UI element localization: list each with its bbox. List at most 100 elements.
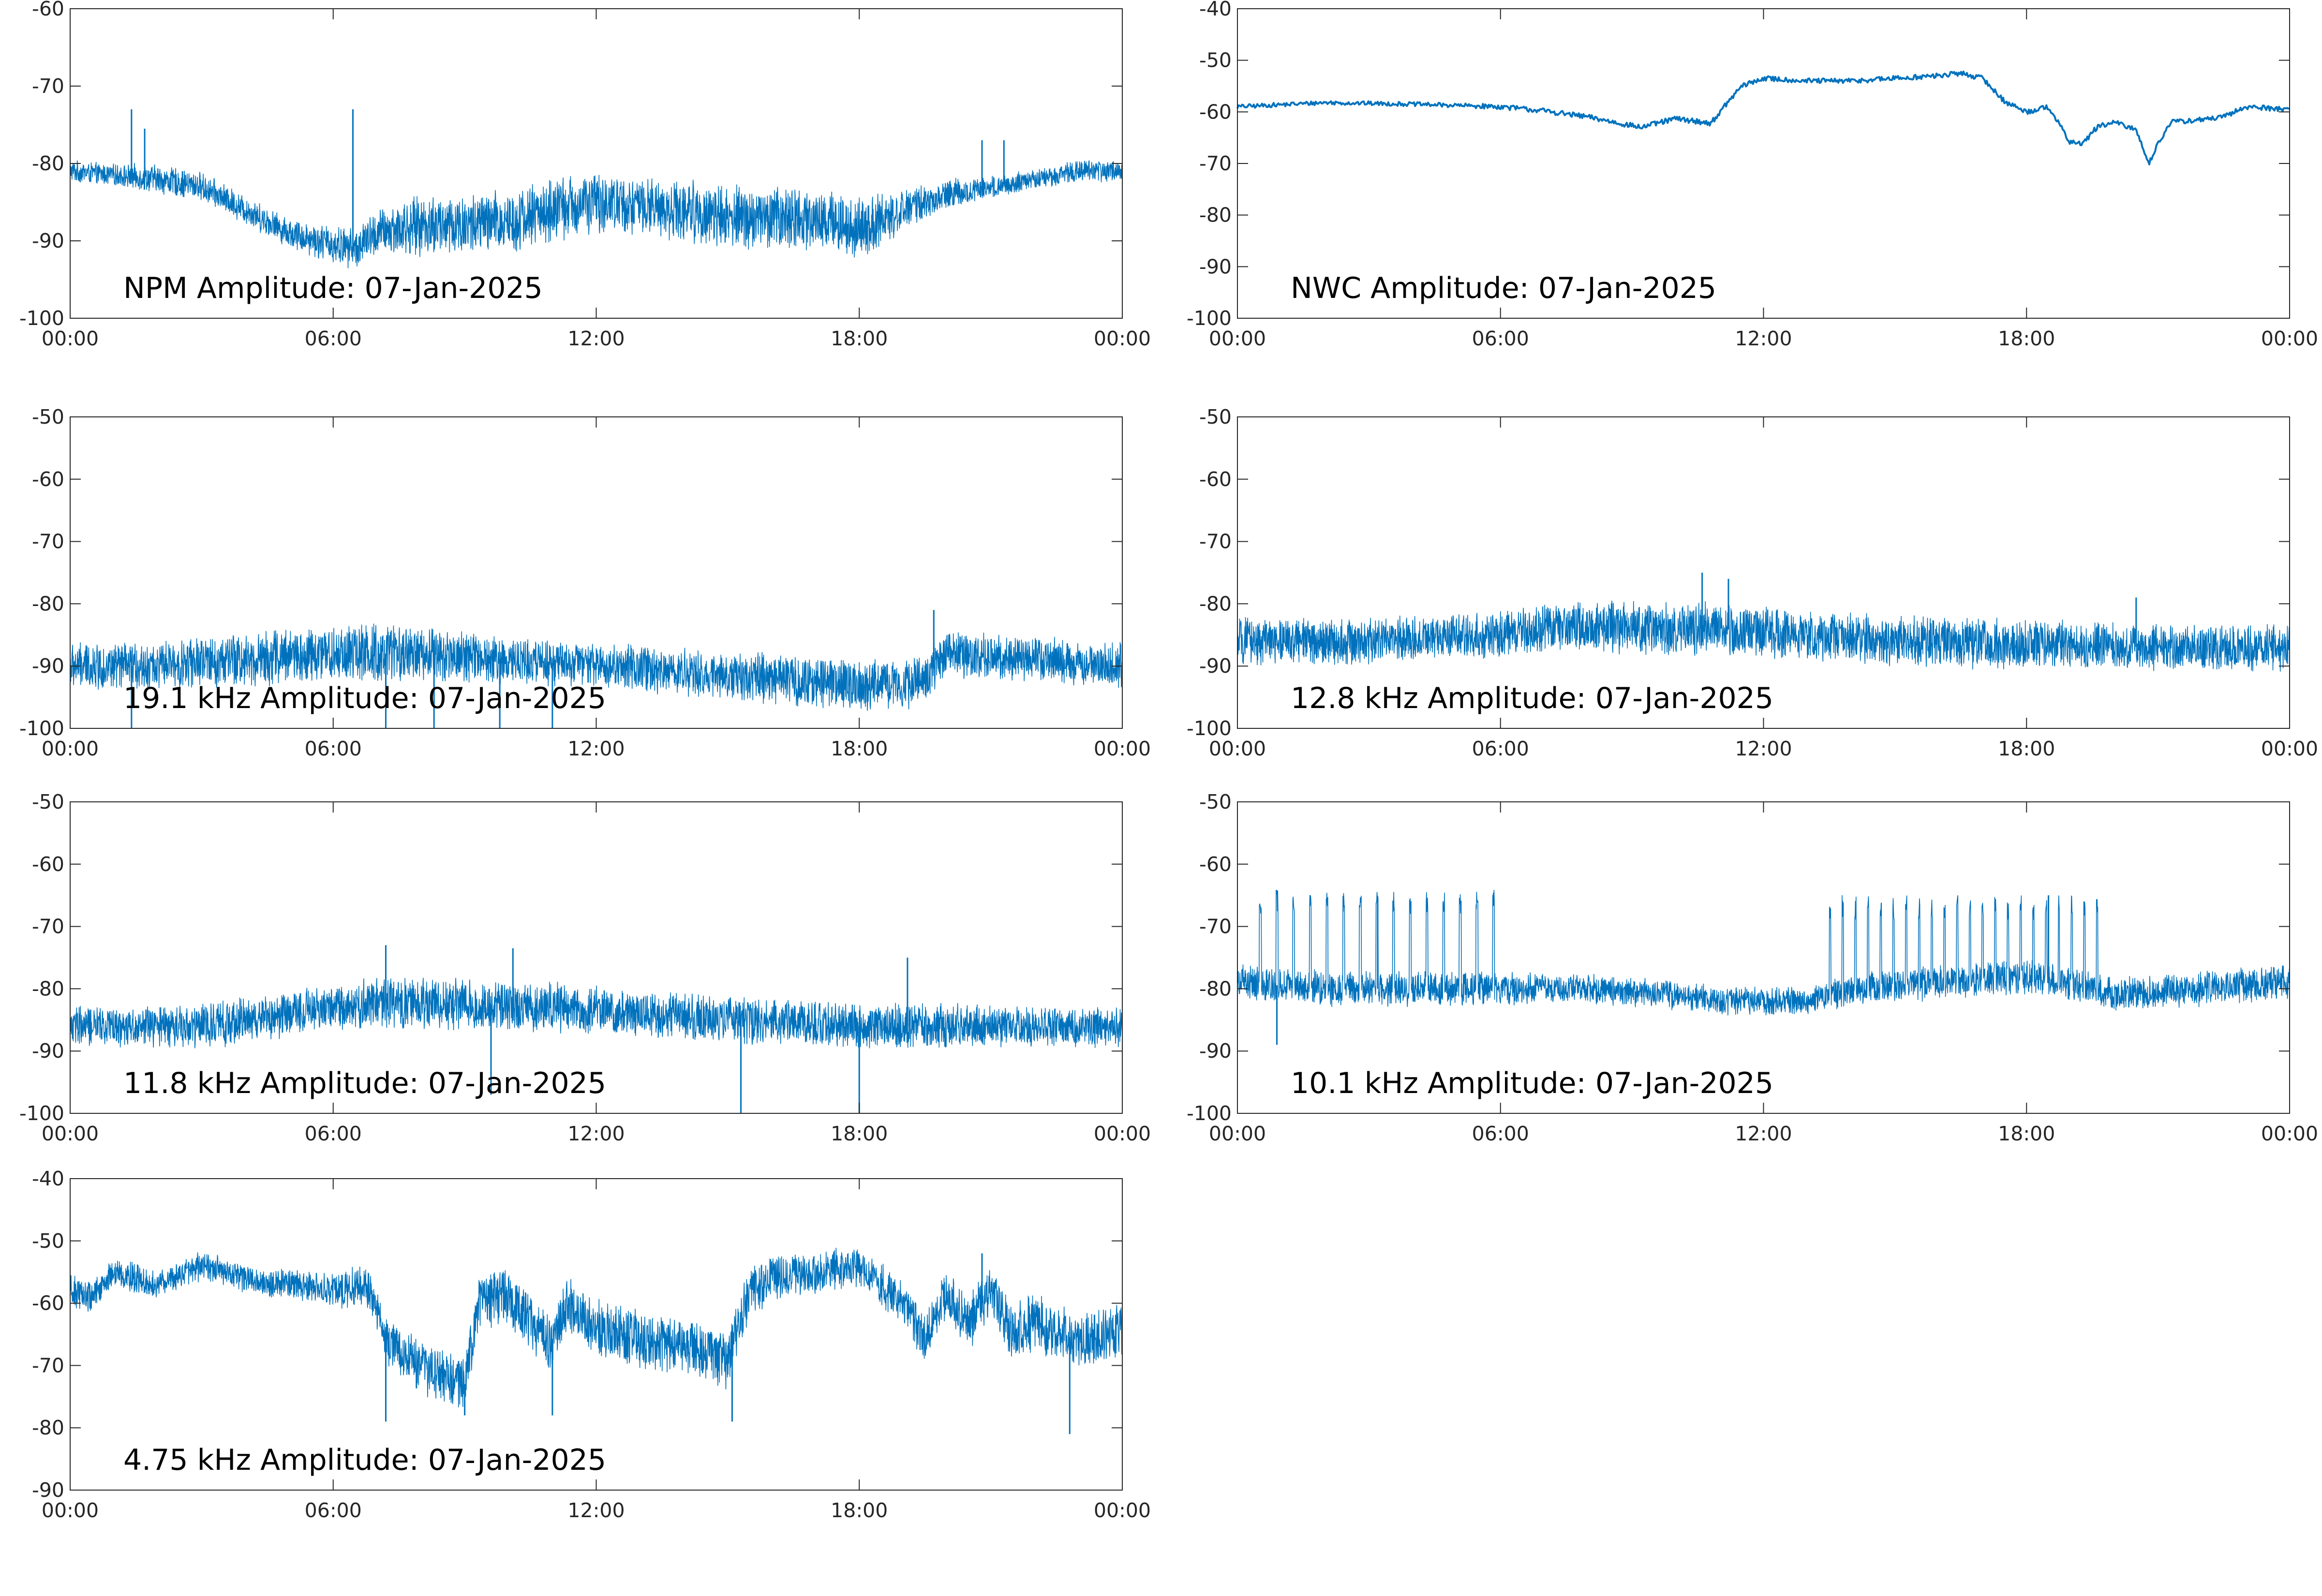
x-tick-label: 00:00 <box>1094 327 1151 350</box>
x-tick-label: 12:00 <box>1735 327 1792 350</box>
y-tick-label: -80 <box>1199 977 1232 1000</box>
x-tick-label: 12:00 <box>1735 737 1792 760</box>
panel-2-ticks: 00:00 06:00 12:00 18:00 00:00 -50 -60 -70 -80 -90… <box>19 405 1151 760</box>
x-tick-label: 12:00 <box>567 1122 625 1145</box>
x-tick-label: 00:00 <box>1209 1122 1266 1145</box>
panel-0-trace-group <box>70 109 1123 268</box>
panel-4-title: 11.8 kHz Amplitude: 07-Jan-2025 <box>123 1066 606 1100</box>
y-tick-label: -70 <box>1199 915 1232 938</box>
y-tick-label: -60 <box>32 1292 64 1315</box>
y-tick-label: -80 <box>32 152 64 175</box>
y-tick-label: -70 <box>1199 152 1232 175</box>
panel-11-8-khz-amplitude: 00:00 06:00 12:00 18:00 00:00 -50 -60 -70 -80 -90… <box>19 790 1151 1145</box>
y-tick-label: -50 <box>32 1229 64 1253</box>
x-tick-label: 00:00 <box>2261 327 2318 350</box>
panel-6-ticks: 00:00 06:00 12:00 18:00 00:00 -40 -50 -60 -70 -80… <box>32 1167 1151 1522</box>
y-tick-label: -90 <box>32 229 64 252</box>
panel-19-1-khz-amplitude: 00:00 06:00 12:00 18:00 00:00 -50 -60 -70 -80 -90… <box>19 405 1151 760</box>
y-tick-label: -100 <box>19 1102 64 1125</box>
trace-line <box>70 160 1123 268</box>
panel-5-trace-group <box>1237 889 2290 1045</box>
y-tick-label: -80 <box>1199 592 1232 615</box>
x-tick-label: 18:00 <box>831 1499 888 1522</box>
y-tick-label: -90 <box>1199 1039 1232 1063</box>
panel-nwc-amplitude: 00:00 06:00 12:00 18:00 00:00 -40 -50 -60 -70 -80… <box>1187 0 2318 350</box>
panel-10-1-khz-amplitude: 00:00 06:00 12:00 18:00 00:00 -50 -60 -70 -80 -90… <box>1187 790 2318 1145</box>
y-tick-label: -70 <box>32 74 64 98</box>
y-tick-label: -50 <box>1199 405 1232 429</box>
x-tick-label: 00:00 <box>1094 737 1151 760</box>
y-tick-label: -80 <box>1199 204 1232 227</box>
x-tick-label: 06:00 <box>305 327 362 350</box>
y-tick-label: -40 <box>32 1167 64 1190</box>
trace-line <box>1236 70 2290 165</box>
panel-6-trace-group <box>70 1247 1123 1434</box>
trace-line <box>70 623 1123 711</box>
panel-2-title: 19.1 kHz Amplitude: 07-Jan-2025 <box>123 681 606 715</box>
panel-0-ticks: 00:00 06:00 12:00 18:00 00:00 -60 -70 -80 -90 -10… <box>19 0 1151 350</box>
y-tick-label: -60 <box>1199 468 1232 491</box>
x-tick-label: 06:00 <box>1472 737 1529 760</box>
x-tick-label: 06:00 <box>305 1122 362 1145</box>
x-tick-label: 00:00 <box>42 1122 99 1145</box>
x-tick-label: 00:00 <box>1094 1122 1151 1145</box>
y-tick-label: -90 <box>1199 654 1232 678</box>
y-tick-label: -70 <box>1199 530 1232 553</box>
x-tick-label: 18:00 <box>1998 327 2055 350</box>
y-tick-label: -100 <box>1187 1102 1232 1125</box>
x-tick-label: 06:00 <box>1472 1122 1529 1145</box>
y-tick-label: -80 <box>32 592 64 615</box>
panel-3-title: 12.8 kHz Amplitude: 07-Jan-2025 <box>1291 681 1773 715</box>
y-tick-label: -90 <box>32 654 64 678</box>
x-tick-label: 00:00 <box>1209 737 1266 760</box>
x-tick-label: 18:00 <box>1998 1122 2055 1145</box>
y-tick-label: -100 <box>1187 717 1232 740</box>
x-tick-label: 00:00 <box>2261 737 2318 760</box>
y-tick-label: -60 <box>32 853 64 876</box>
panel-0-title: NPM Amplitude: 07-Jan-2025 <box>123 271 543 305</box>
panel-2-trace-group <box>70 610 1123 728</box>
panel-5-title: 10.1 kHz Amplitude: 07-Jan-2025 <box>1291 1066 1773 1100</box>
trace-line <box>70 977 1123 1049</box>
x-tick-label: 18:00 <box>831 737 888 760</box>
panel-3-trace-group <box>1237 573 2290 672</box>
panel-npm-amplitude: 00:00 06:00 12:00 18:00 00:00 -60 -70 -80 -90 -10… <box>19 0 1151 350</box>
x-tick-label: 18:00 <box>831 1122 888 1145</box>
x-tick-label: 06:00 <box>305 737 362 760</box>
trace-line <box>1237 600 2290 672</box>
panel-1-ticks: 00:00 06:00 12:00 18:00 00:00 -40 -50 -60 -70 -80… <box>1187 0 2318 350</box>
y-tick-label: -90 <box>32 1039 64 1063</box>
x-tick-label: 00:00 <box>42 1499 99 1522</box>
y-tick-label: -60 <box>32 468 64 491</box>
panel-1-trace-group <box>1236 70 2290 165</box>
y-tick-label: -100 <box>19 717 64 740</box>
x-tick-label: 12:00 <box>1735 1122 1792 1145</box>
y-tick-label: -50 <box>1199 49 1232 72</box>
panel-4-trace-group <box>70 945 1123 1113</box>
panel-12-8-khz-amplitude: 00:00 06:00 12:00 18:00 00:00 -50 -60 -70 -80 -90… <box>1187 405 2318 760</box>
y-tick-label: -90 <box>32 1478 64 1502</box>
panel-3-ticks: 00:00 06:00 12:00 18:00 00:00 -50 -60 -70 -80 -90… <box>1187 405 2318 760</box>
x-tick-label: 00:00 <box>1209 327 1266 350</box>
y-tick-label: -70 <box>32 530 64 553</box>
x-tick-label: 00:00 <box>42 737 99 760</box>
x-tick-label: 00:00 <box>1094 1499 1151 1522</box>
y-tick-label: -70 <box>32 1354 64 1377</box>
y-tick-label: -70 <box>32 915 64 938</box>
x-tick-label: 06:00 <box>1472 327 1529 350</box>
y-tick-label: -50 <box>1199 790 1232 813</box>
y-tick-label: -100 <box>19 307 64 330</box>
y-tick-label: -50 <box>32 405 64 429</box>
y-tick-label: -60 <box>32 0 64 20</box>
x-tick-label: 18:00 <box>1998 737 2055 760</box>
x-tick-label: 06:00 <box>305 1499 362 1522</box>
y-tick-label: -80 <box>32 1416 64 1439</box>
panel-1-title: NWC Amplitude: 07-Jan-2025 <box>1291 271 1716 305</box>
y-tick-label: -40 <box>1199 0 1232 20</box>
x-tick-label: 18:00 <box>831 327 888 350</box>
panel-4-ticks: 00:00 06:00 12:00 18:00 00:00 -50 -60 -70 -80 -90… <box>19 790 1151 1145</box>
y-tick-label: -100 <box>1187 307 1232 330</box>
x-tick-label: 12:00 <box>567 1499 625 1522</box>
y-tick-label: -80 <box>32 977 64 1000</box>
x-tick-label: 12:00 <box>567 327 625 350</box>
